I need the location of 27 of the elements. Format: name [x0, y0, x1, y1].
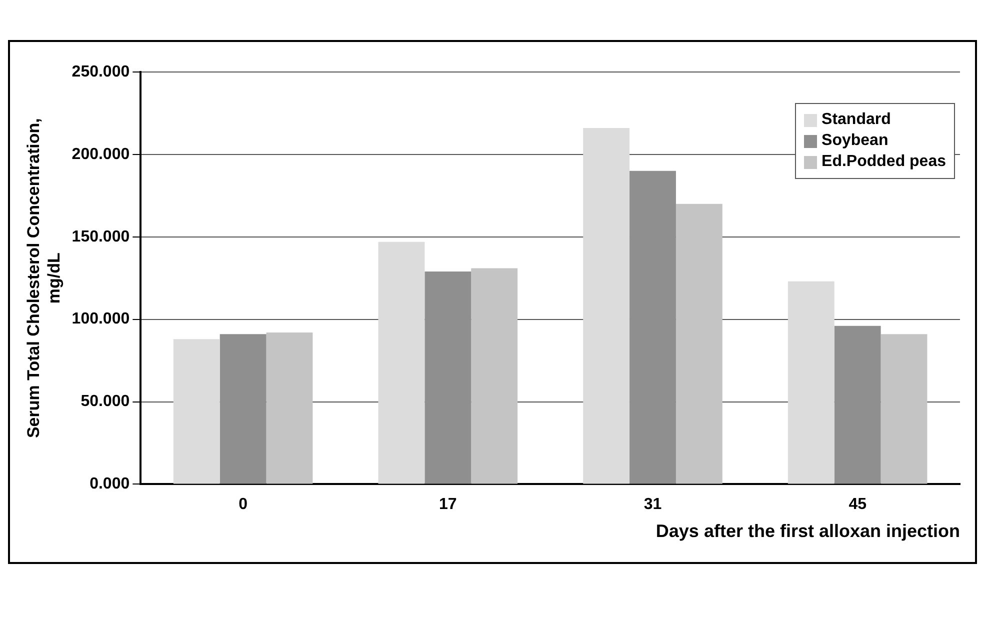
x-axis-title: Days after the first alloxan injection — [656, 521, 960, 542]
legend-label: Soybean — [822, 132, 888, 150]
y-tick-label: 250.000 — [72, 63, 130, 80]
x-tick-label: 0 — [238, 496, 248, 514]
legend-label: Ed.Podded peas — [822, 153, 946, 171]
y-tick-label: 150.000 — [72, 228, 130, 246]
y-tick-label: 100.000 — [72, 310, 130, 328]
x-tick-label: 45 — [848, 496, 867, 514]
bar — [220, 334, 266, 484]
x-tick-label: 31 — [644, 496, 662, 514]
x-tick-label: 17 — [439, 496, 457, 514]
y-tick-label: 0.000 — [90, 476, 130, 493]
bar — [583, 128, 630, 484]
bar — [834, 326, 881, 484]
y-tick-label: 50.000 — [80, 393, 130, 410]
bar — [424, 272, 472, 484]
bar — [173, 339, 220, 484]
y-axis-title: Serum Total Cholesterol Concentration, mg/dL — [24, 118, 64, 438]
bar — [630, 170, 676, 484]
bar — [266, 332, 313, 484]
bar — [471, 268, 518, 484]
bar — [788, 281, 834, 484]
y-tick-label: 200.000 — [72, 146, 130, 163]
legend-label: Standard — [822, 111, 891, 129]
bar — [880, 334, 928, 484]
bar — [676, 204, 722, 484]
bar — [378, 242, 425, 484]
